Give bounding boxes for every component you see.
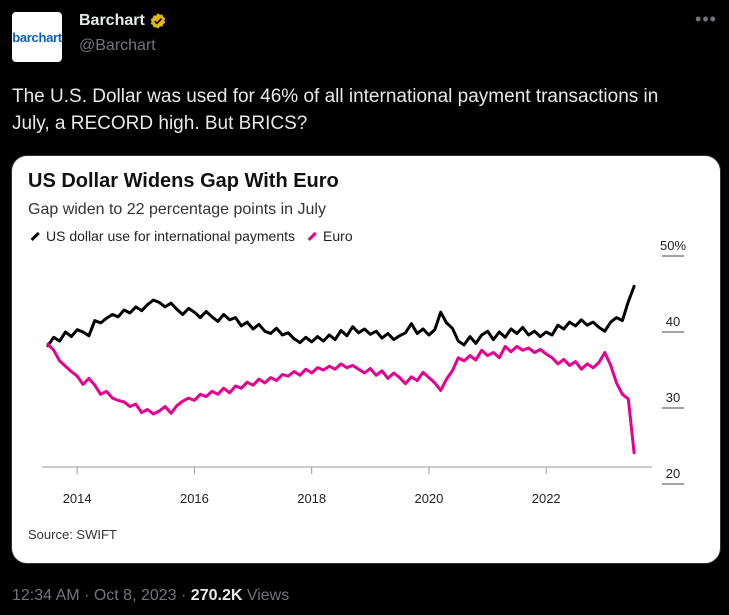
series-line-usd bbox=[46, 284, 636, 348]
legend-item-euro: Euro bbox=[305, 228, 353, 244]
tweet-date[interactable]: Oct 8, 2023 bbox=[93, 587, 177, 604]
account-name[interactable]: Barchart bbox=[79, 12, 145, 29]
tweet-meta: 12:34 AM · Oct 8, 2023 · 270.2K Views bbox=[12, 587, 289, 605]
more-options-icon[interactable]: ••• bbox=[695, 9, 717, 29]
legend-label-usd: US dollar use for international payments bbox=[46, 228, 296, 244]
series-line-euro bbox=[46, 342, 636, 455]
verified-badge-icon bbox=[150, 13, 166, 29]
views-count: 270.2K bbox=[190, 587, 243, 604]
chart-legend: US dollar use for international payments… bbox=[28, 228, 363, 244]
x-tick-label: 2014 bbox=[63, 491, 92, 506]
legend-label-euro: Euro bbox=[323, 228, 353, 244]
views-label: Views bbox=[246, 587, 290, 604]
y-tick-label: 30 bbox=[666, 390, 680, 405]
account-handle[interactable]: @Barchart bbox=[79, 37, 156, 54]
chart-title: US Dollar Widens Gap With Euro bbox=[28, 170, 339, 192]
y-tick-label: 50% bbox=[660, 238, 686, 253]
chart-plot: 2014 2016 2018 2020 2022 50% 40 30 20 bbox=[42, 238, 686, 506]
x-tick-label: 2016 bbox=[180, 491, 209, 506]
avatar-logo-text: barchart bbox=[12, 29, 62, 45]
tweet-text: The U.S. Dollar was used for 46% of all … bbox=[12, 86, 659, 134]
y-tick-label: 20 bbox=[666, 466, 680, 481]
x-tick-label: 2020 bbox=[414, 491, 443, 506]
x-tick-label: 2022 bbox=[532, 491, 561, 506]
x-tick-label: 2018 bbox=[297, 491, 326, 506]
y-tick-label: 40 bbox=[666, 314, 680, 329]
account-name-row[interactable]: Barchart bbox=[79, 12, 167, 30]
legend-item-usd: US dollar use for international payments bbox=[28, 228, 295, 244]
meta-separator: · bbox=[181, 587, 191, 604]
chart-source: Source: SWIFT bbox=[28, 527, 117, 542]
meta-separator: · bbox=[84, 587, 94, 604]
tweet-time[interactable]: 12:34 AM bbox=[12, 587, 80, 604]
avatar[interactable]: barchart bbox=[12, 12, 62, 62]
chart-image-card[interactable]: US Dollar Widens Gap With Euro Gap widen… bbox=[11, 155, 721, 564]
chart-subtitle: Gap widen to 22 percentage points in Jul… bbox=[28, 201, 326, 218]
